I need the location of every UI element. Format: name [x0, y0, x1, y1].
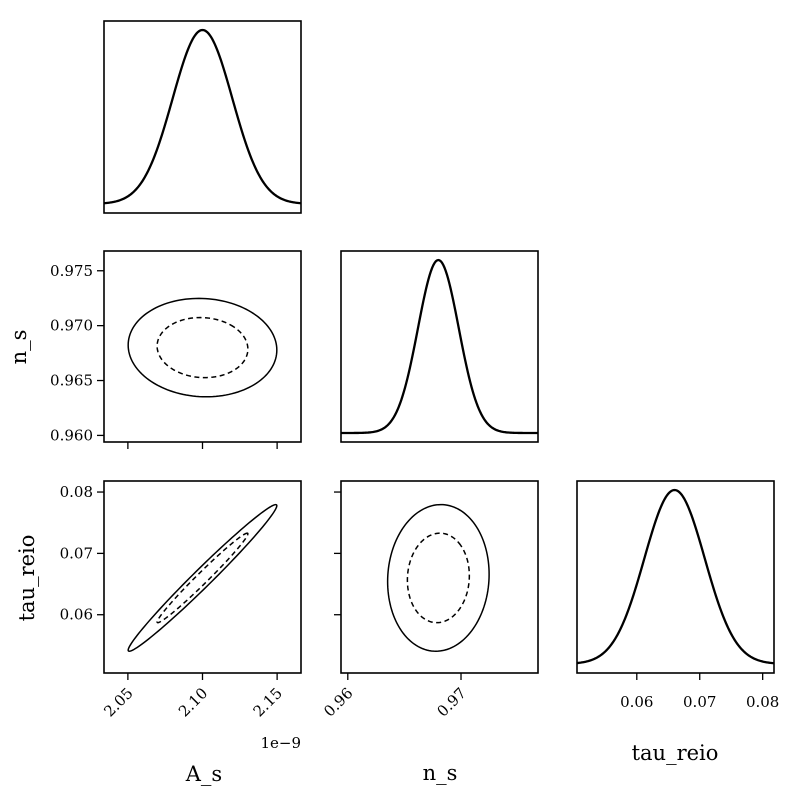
panel-n_s-vs-A_s: [103, 250, 302, 443]
contour-95-n_s-vs-A_s: [127, 297, 278, 398]
x-tick-label-A_s: 2.10: [175, 684, 211, 720]
panel-frame: [340, 480, 539, 674]
panel-n_s-marginal: [340, 250, 539, 443]
y-axis-label-tau_reio: tau_reio: [15, 535, 39, 622]
x-axis-label-A_s: A_s: [185, 762, 222, 786]
marginal-curve-n_s: [341, 258, 538, 435]
panel-frame: [576, 480, 775, 674]
panel-tau_reio-vs-n_s: [340, 480, 539, 674]
contour-68-tau_reio-vs-n_s: [406, 532, 471, 624]
x-tick-label-A_s: 2.15: [250, 684, 286, 720]
panel-A_s-marginal: [103, 20, 302, 214]
panel-frame: [103, 480, 302, 674]
x-tick-label-tau_reio: 0.07: [683, 693, 716, 711]
y-tick-label-n_s: 0.960: [50, 426, 93, 444]
marginal-curve-A_s: [103, 28, 302, 205]
y-tick-label-tau_reio: 0.08: [60, 483, 93, 501]
panel-frame: [103, 250, 302, 443]
contour-68-n_s-vs-A_s: [156, 316, 249, 379]
x-tick-label-A_s: 2.05: [100, 684, 136, 720]
panel-tau_reio-marginal: [576, 480, 775, 674]
y-tick-label-n_s: 0.970: [50, 317, 93, 335]
x-tick-label-tau_reio: 0.08: [746, 693, 779, 711]
x-tick-label-tau_reio: 0.06: [620, 693, 653, 711]
x-axis-offset-A_s: 1e−9: [260, 734, 301, 752]
y-tick-label-n_s: 0.965: [50, 372, 93, 390]
marginal-curve-tau_reio: [576, 488, 775, 665]
contour-68-tau_reio-vs-A_s: [156, 532, 249, 624]
contour-95-tau_reio-vs-n_s: [386, 503, 490, 652]
x-axis-label-n_s: n_s: [423, 761, 458, 785]
panel-frame: [340, 250, 539, 443]
y-tick-label-n_s: 0.975: [50, 262, 93, 280]
x-tick-label-n_s: 0.97: [433, 684, 469, 720]
x-axis-label-tau_reio: tau_reio: [632, 741, 719, 765]
x-tick-label-n_s: 0.96: [320, 684, 356, 720]
contour-95-tau_reio-vs-A_s: [127, 503, 278, 652]
y-axis-label-n_s: n_s: [7, 330, 31, 365]
y-tick-label-tau_reio: 0.06: [60, 606, 93, 624]
y-tick-label-tau_reio: 0.07: [60, 544, 93, 562]
panel-tau_reio-vs-A_s: [103, 480, 302, 674]
panel-frame: [103, 20, 302, 214]
